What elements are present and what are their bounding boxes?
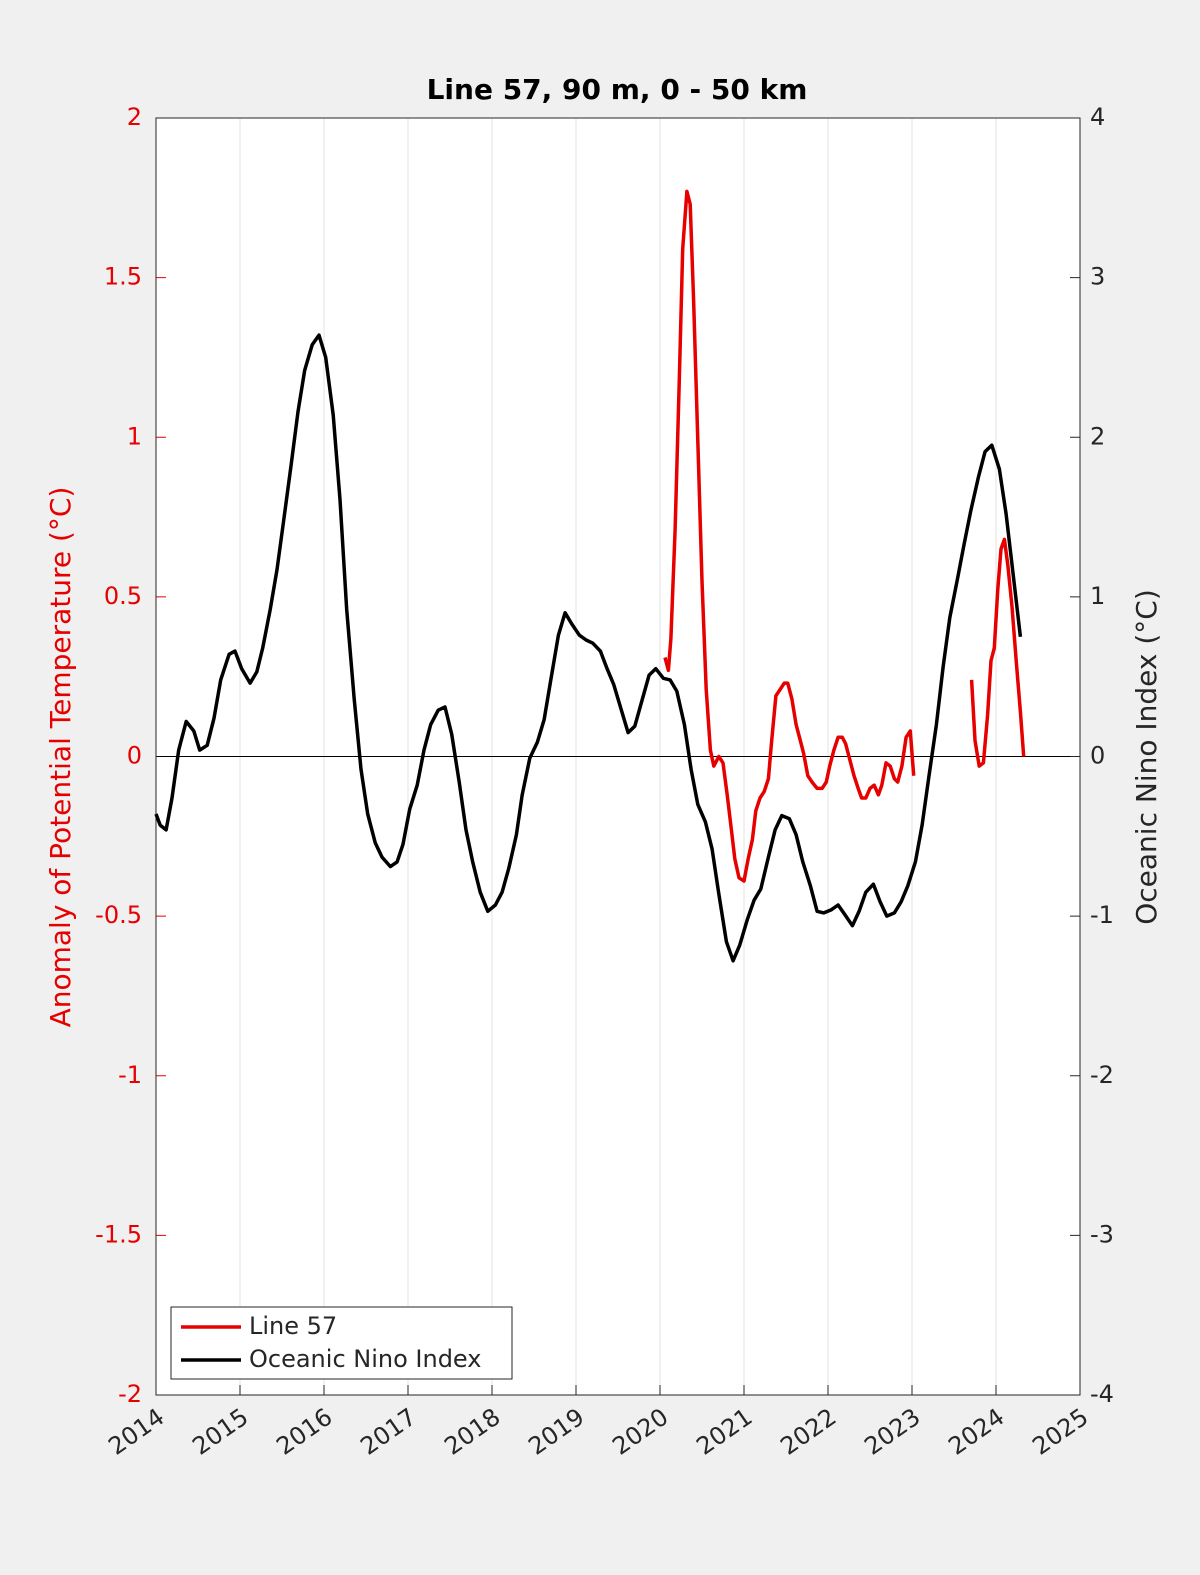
x-tick-label: 2020 xyxy=(607,1403,673,1461)
y2-tick-label: -1 xyxy=(1090,901,1114,929)
y-tick-label: -2 xyxy=(118,1380,142,1408)
x-tick-label: 2023 xyxy=(859,1403,925,1461)
x-tick-label: 2014 xyxy=(103,1403,169,1461)
chart-title: Line 57, 90 m, 0 - 50 km xyxy=(427,73,808,106)
y-tick-label: -0.5 xyxy=(95,901,142,929)
x-tick-label: 2022 xyxy=(775,1403,841,1461)
y-tick-label: -1.5 xyxy=(95,1220,142,1248)
y-axis-label: Anomaly of Potential Temperature (°C) xyxy=(44,487,77,1028)
data-line xyxy=(663,189,1026,883)
y-tick-label: 1.5 xyxy=(104,263,142,291)
legend-label: Oceanic Nino Index xyxy=(249,1345,481,1373)
x-tick-label: 2017 xyxy=(355,1403,421,1461)
x-tick-label: 2016 xyxy=(271,1403,337,1461)
y2-tick-label: -4 xyxy=(1090,1380,1114,1408)
y-tick-label: 0.5 xyxy=(104,582,142,610)
y-tick-label: -1 xyxy=(118,1061,142,1089)
x-tick-label: 2015 xyxy=(187,1403,253,1461)
x-tick-label: 2025 xyxy=(1027,1403,1093,1461)
y-tick-label: 2 xyxy=(127,103,142,131)
y2-axis-label: Oceanic Nino Index (°C) xyxy=(1130,589,1163,925)
legend-box xyxy=(170,1306,513,1380)
data-line xyxy=(154,333,1023,963)
x-tick-label: 2024 xyxy=(943,1403,1009,1461)
x-tick-label: 2021 xyxy=(691,1403,757,1461)
y2-tick-label: 1 xyxy=(1090,582,1105,610)
y2-tick-label: 3 xyxy=(1090,263,1105,291)
x-tick-label: 2019 xyxy=(523,1403,589,1461)
y2-tick-label: -3 xyxy=(1090,1220,1114,1248)
y-tick-label: 1 xyxy=(127,422,142,450)
plot-frame xyxy=(155,117,1081,1396)
x-tick-label: 2018 xyxy=(439,1403,505,1461)
y2-tick-label: 2 xyxy=(1090,422,1105,450)
y-tick-label: 0 xyxy=(127,742,142,770)
legend-label: Line 57 xyxy=(249,1312,337,1340)
y2-tick-label: -2 xyxy=(1090,1061,1114,1089)
y2-tick-label: 0 xyxy=(1090,742,1105,770)
y2-tick-label: 4 xyxy=(1090,103,1105,131)
